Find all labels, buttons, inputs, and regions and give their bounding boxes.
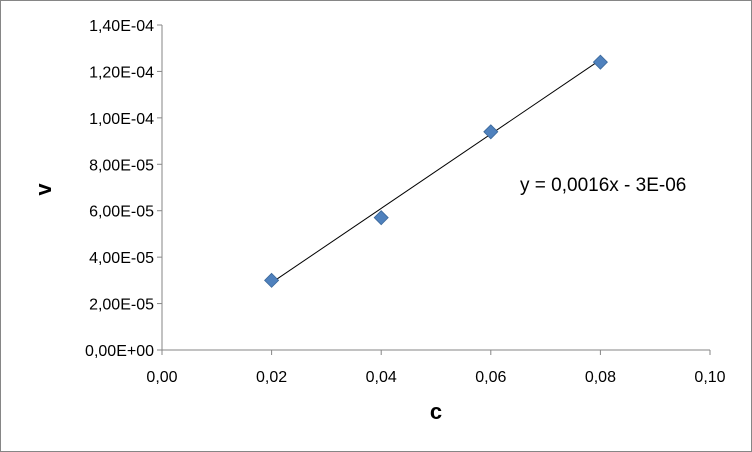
data-point-diamond — [264, 272, 280, 288]
y-tick-label: 1,20E-04 — [89, 64, 154, 81]
x-tick-label: 0,04 — [366, 369, 397, 386]
y-tick-label: 6,00E-05 — [89, 204, 154, 221]
trendline-equation: y = 0,0016x - 3E-06 — [520, 175, 686, 196]
y-tick-label: 1,40E-04 — [89, 18, 154, 35]
y-tick-label: 1,00E-04 — [89, 111, 154, 128]
trendline — [271, 59, 601, 284]
x-tick-label: 0,02 — [256, 369, 287, 386]
x-tick-label: 0,00 — [146, 369, 177, 386]
x-axis-ticks: 0,00 0,02 0,04 0,06 0,08 0,10 — [146, 350, 726, 386]
x-tick-label: 0,10 — [694, 369, 725, 386]
y-tick-label: 0,00E+00 — [85, 343, 154, 360]
y-axis-ticks: 0,00E+00 2,00E-05 4,00E-05 6,00E-05 8,00E-05… — [85, 18, 162, 360]
x-axis-title: c — [430, 399, 442, 424]
y-axis-title: v — [31, 183, 56, 196]
x-tick-label: 0,06 — [475, 369, 506, 386]
y-tick-label: 8,00E-05 — [89, 157, 154, 174]
data-point-diamond — [592, 54, 608, 70]
data-points — [264, 54, 608, 288]
data-point-diamond — [373, 210, 389, 226]
x-tick-label: 0,08 — [585, 369, 616, 386]
data-point-diamond — [483, 124, 499, 140]
y-tick-label: 4,00E-05 — [89, 250, 154, 267]
y-tick-label: 2,00E-05 — [89, 297, 154, 314]
